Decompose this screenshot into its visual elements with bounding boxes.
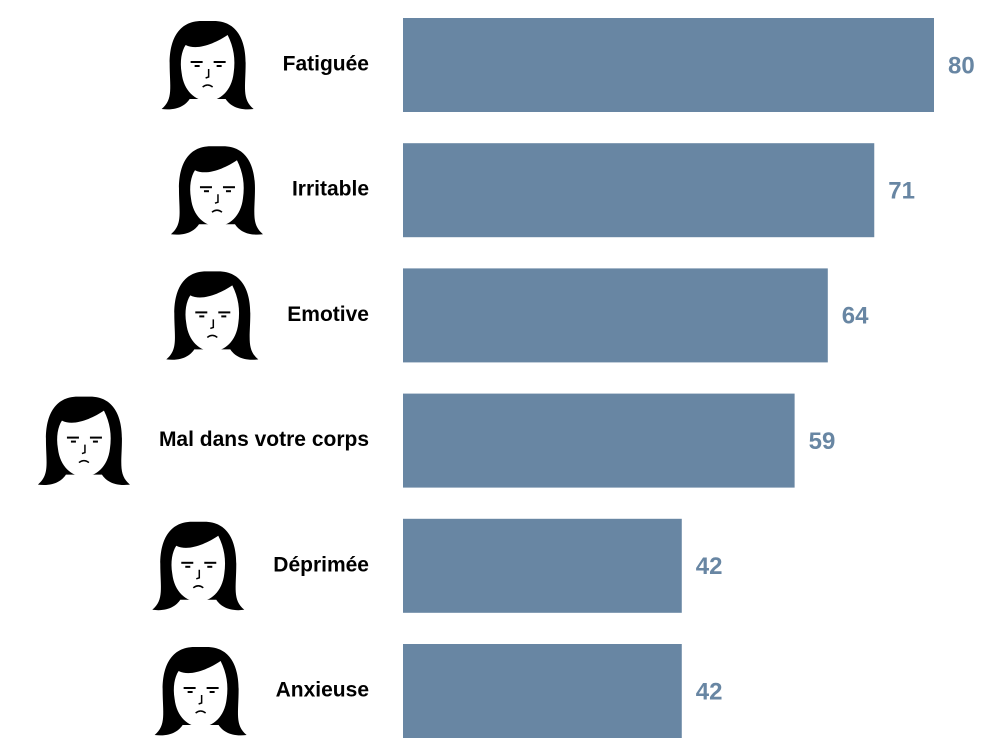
value-label: 80 (948, 52, 975, 79)
face-icon (165, 270, 260, 361)
category-label: Emotive (287, 303, 369, 326)
category-label: Déprimée (273, 553, 369, 576)
value-label: 42 (696, 678, 723, 705)
face-icon (151, 520, 246, 612)
bar (403, 393, 795, 488)
value-label: 59 (809, 428, 836, 455)
category-label: Mal dans votre corps (159, 428, 369, 451)
bar (403, 518, 682, 613)
face-icon (153, 646, 248, 737)
category-label: Fatiguée (283, 53, 369, 76)
face-icon (36, 395, 131, 486)
value-label: 71 (888, 178, 915, 205)
value-label: 64 (842, 303, 869, 330)
value-label: 42 (696, 553, 723, 580)
category-label: Irritable (292, 178, 369, 201)
bar (403, 143, 875, 238)
face-icon (169, 145, 264, 236)
bar (403, 644, 682, 738)
bar (403, 18, 934, 112)
category-label: Anxieuse (276, 679, 369, 702)
bar (403, 268, 828, 363)
face-icon (160, 20, 255, 111)
